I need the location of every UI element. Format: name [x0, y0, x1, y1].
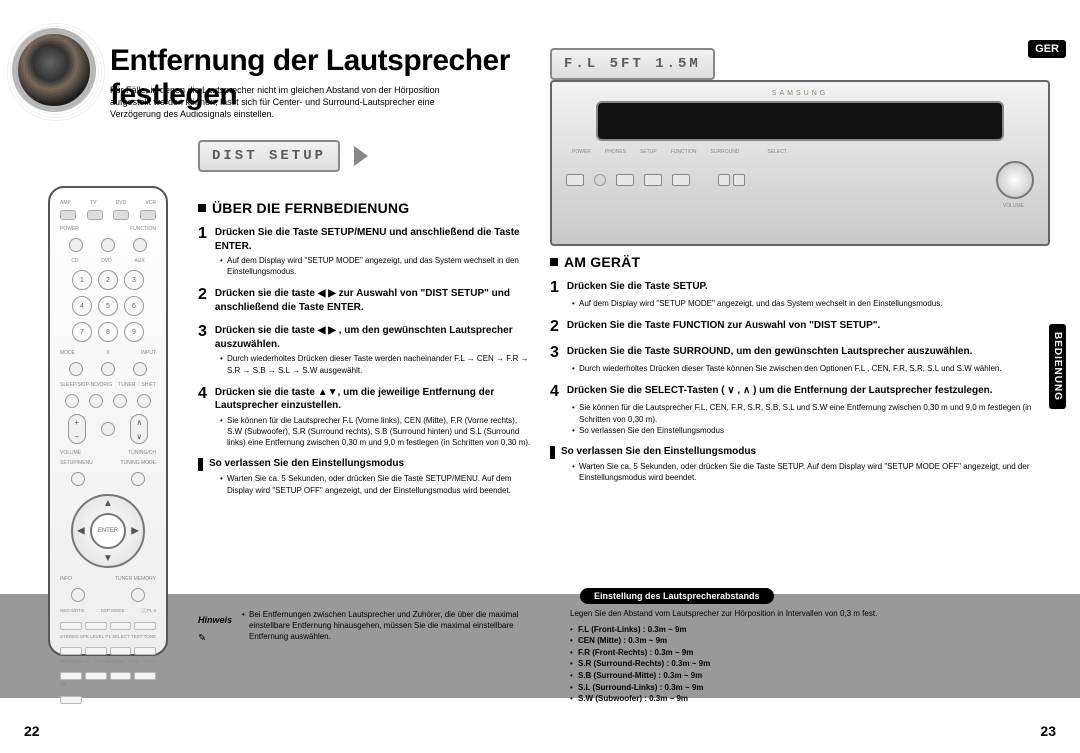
speaker-icon — [12, 28, 96, 112]
exit-header: So verlassen Sie den Einstellungsmodus — [561, 446, 756, 457]
page-number-left: 22 — [24, 723, 40, 739]
chip-label: Einstellung des Lautsprecherabstands — [580, 588, 774, 604]
lcd-row: DIST SETUP — [198, 140, 368, 172]
step-num: 1 — [550, 280, 559, 296]
step-sub: Sie können für die Lautsprecher F.L, CEN… — [572, 402, 1062, 424]
exit-header: So verlassen Sie den Einstellungsmodus — [209, 458, 404, 469]
arrow-right-icon — [354, 146, 368, 166]
ranges-block: Legen Sie den Abstand vom Lautsprecher z… — [570, 608, 1040, 705]
range-item: S.B (Surround-Mitte) : 0.3m ~ 9m — [578, 671, 702, 680]
range-item: S.R (Surround-Rechts) : 0.3m ~ 9m — [578, 659, 710, 668]
unit-header-text: AM GERÄT — [564, 254, 640, 270]
ranges-chip: Einstellung des Lautsprecherabstands — [580, 586, 774, 604]
step-text: Drücken Sie die Taste SETUP/MENU und ans… — [215, 226, 532, 253]
step-text: Drücken sie die taste ◀ ▶ , um den gewün… — [215, 324, 532, 351]
exit-sub: Warten Sie ca. 5 Sekunden, oder drücken … — [572, 461, 1062, 483]
step-sub: Auf dem Display wird "SETUP MODE" angeze… — [220, 255, 532, 277]
exit-sub: Warten Sie ca. 5 Sekunden, oder drücken … — [220, 473, 532, 495]
step-num: 2 — [550, 319, 559, 335]
step-num: 2 — [198, 287, 207, 314]
step-sub: So verlassen Sie den Einstellungsmodus — [572, 425, 1062, 436]
range-item: CEN (Mitte) : 0.3m ~ 9m — [578, 636, 667, 645]
remote-header-text: ÜBER DIE FERNBEDIENUNG — [212, 200, 409, 216]
step-text: Drücken Sie die Taste SETUP. — [567, 280, 708, 296]
step-text: Drücken sie die taste ▲▼, um die jeweili… — [215, 386, 532, 413]
step-text: Drücken Sie die Taste FUNCTION zur Auswa… — [567, 319, 880, 335]
step-num: 4 — [198, 386, 207, 413]
step-sub: Durch wiederholtes Drücken dieser Taste … — [220, 353, 532, 375]
lcd-1: DIST SETUP — [198, 140, 340, 172]
remote-illustration: AMPTVDVDVCR POWERFUNCTION CDDVDAUX 123 4… — [48, 186, 168, 656]
remote-section-header: ÜBER DIE FERNBEDIENUNG — [198, 200, 532, 216]
hinweis-text: Bei Entfernungen zwischen Lautsprecher u… — [242, 610, 532, 642]
step-text: Drücken Sie die Taste SURROUND, um den g… — [567, 345, 972, 361]
step-sub: Sie können für die Lautsprecher F.L (Vor… — [220, 415, 532, 449]
pencil-icon: ✎ — [198, 633, 206, 644]
range-item: F.L (Front-Links) : 0.3m ~ 9m — [578, 625, 687, 634]
step-num: 3 — [198, 324, 207, 351]
step-num: 4 — [550, 384, 559, 400]
step-num: 1 — [198, 226, 207, 253]
page-number-right: 23 — [1040, 723, 1056, 739]
unit-section-header: AM GERÄT — [550, 254, 1062, 270]
intro-text: Für Fälle, in denen die Lautsprecher nic… — [110, 84, 480, 120]
range-item: S.L (Surround-Links) : 0.3m ~ 9m — [578, 683, 703, 692]
range-item: F.R (Front-Rechts) : 0.3m ~ 9m — [578, 648, 693, 657]
lcd-2: F.L 5FT 1.5M — [550, 48, 715, 80]
hinweis-block: Hinweis ✎ Bei Entfernungen zwischen Laut… — [198, 610, 532, 646]
ranges-lead: Legen Sie den Abstand vom Lautsprecher z… — [570, 608, 1040, 620]
range-item: S.W (Subwoofer) : 0.3m ~ 9m — [578, 694, 688, 703]
step-sub: Durch wiederholtes Drücken dieser Taste … — [572, 363, 1062, 374]
receiver-brand: SAMSUNG — [566, 90, 1034, 97]
step-num: 3 — [550, 345, 559, 361]
step-text: Drücken sie die taste ◀ ▶ zur Auswahl vo… — [215, 287, 532, 314]
receiver-illustration: SAMSUNG POWERPHONESSETUPFUNCTIONSURROUND… — [550, 80, 1050, 246]
hinweis-label: Hinweis — [198, 615, 232, 625]
language-badge: GER — [1028, 40, 1066, 58]
step-sub: Auf dem Display wird "SETUP MODE" angeze… — [572, 298, 1062, 309]
step-text: Drücken Sie die SELECT-Tasten ( ∨ , ∧ ) … — [567, 384, 993, 400]
